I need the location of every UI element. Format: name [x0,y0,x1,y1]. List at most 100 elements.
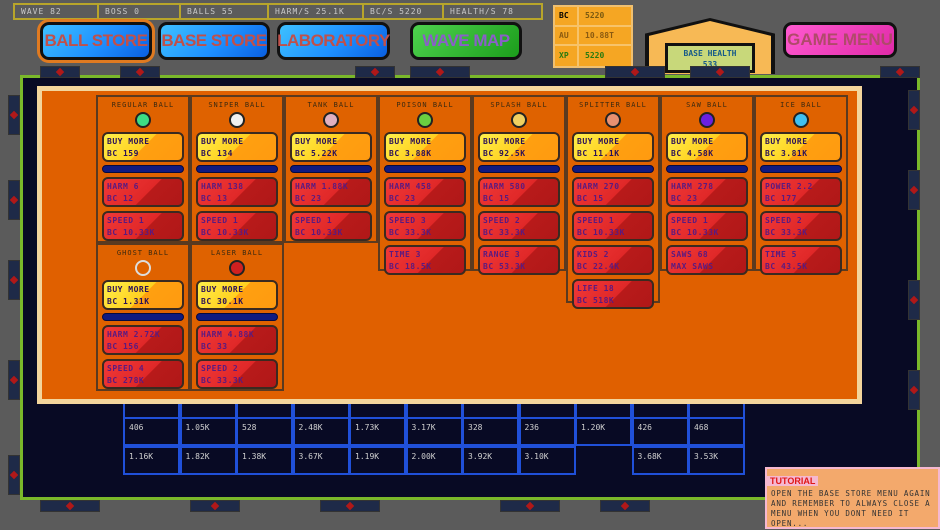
upgrade-button[interactable]: SPEED 2 BC 33.3K [478,211,560,241]
ball-name: LASER BALL [210,249,264,257]
upgrade-button[interactable]: HARM 458 BC 23 [384,177,466,207]
upgrade-button[interactable]: HARM 4.88K BC 33 [196,325,278,355]
upgrade-bar [290,165,372,173]
laboratory-button[interactable]: LABORATORY [277,22,390,60]
upgrade-button[interactable]: SPEED 2 BC 33.3K [760,211,842,241]
upgrade-label: BC 10.33K [107,228,155,237]
buy-more-button[interactable]: BUY MORE BC 3.88K [384,132,466,162]
upgrade-button[interactable]: POWER 2.2 BC 177 [760,177,842,207]
upgrade-button[interactable]: LIFE 18 BC 518K [572,279,654,309]
upgrade-label: SPEED 1 [201,216,239,225]
upgrade-button[interactable]: HARM 580 BC 15 [478,177,560,207]
upgrade-label: HARM 1.88K [295,182,349,191]
upgrade-label: BC 18.5K [389,262,432,271]
upgrade-label: SPEED 1 [577,216,615,225]
upgrade-label: BC 23 [389,194,416,203]
tank-ball-icon [323,112,339,128]
ball-name: GHOST BALL [116,249,170,257]
upgrade-button[interactable]: HARM 1.88K BC 23 [290,177,372,207]
buy-label: BC 30.1K [201,297,244,306]
buy-label: BUY MORE [671,137,714,146]
buy-label: BC 11.1K [577,149,620,158]
buy-more-button[interactable]: BUY MORE BC 159 [102,132,184,162]
buy-label: BUY MORE [107,137,150,146]
ball-card: ICE BALL BUY MORE BC 3.81K POWER 2.2 BC 177 S… [754,95,848,275]
upgrade-button[interactable]: SPEED 1 BC 10.33K [572,211,654,241]
base-house: BASE HEALTH 533 [645,18,775,74]
buy-more-button[interactable]: BUY MORE BC 4.58K [666,132,748,162]
stat-harm: HARM/S 25.1K [269,5,364,18]
splitter-ball-icon [605,112,621,128]
upgrade-button[interactable]: HARM 138 BC 13 [196,177,278,207]
edge-brick [908,370,920,410]
upgrade-label: BC 33.3K [765,228,808,237]
upgrade-button[interactable]: HARM 6 BC 12 [102,177,184,207]
upgrade-button[interactable]: RANGE 3 BC 53.3K [478,245,560,275]
upgrade-label: SAWS 68 [671,250,709,259]
upgrade-label: BC 33.3K [201,376,244,385]
buy-more-button[interactable]: BUY MORE BC 92.5K [478,132,560,162]
buy-more-button[interactable]: BUY MORE BC 30.1K [196,280,278,310]
upgrade-button[interactable]: SPEED 1 BC 10.33K [196,211,278,241]
upgrade-label: SPEED 2 [765,216,803,225]
base-store-button[interactable]: BASE STORE [158,22,270,60]
buy-more-button[interactable]: BUY MORE BC 11.1K [572,132,654,162]
ball-name: SPLITTER BALL [579,101,647,109]
upgrade-button[interactable]: SPEED 2 BC 33.3K [196,359,278,389]
upgrade-button[interactable]: TIME 5 BC 43.5K [760,245,842,275]
ball-card: TANK BALL BUY MORE BC 5.22K HARM 1.88K BC 23… [284,95,378,243]
upgrade-bar [478,165,560,173]
buy-label: BUY MORE [577,137,620,146]
brick-cell: 1.19K [349,446,406,475]
upgrade-button[interactable]: HARM 2.72K BC 156 [102,325,184,355]
upgrade-button[interactable]: HARM 278 BC 23 [666,177,748,207]
upgrade-label: BC 10.33K [201,228,249,237]
brick-cell: 406 [123,417,180,446]
game-menu-button[interactable]: GAME MENU [783,22,897,58]
upgrade-button[interactable]: HARM 270 BC 15 [572,177,654,207]
edge-brick [190,500,240,512]
edge-brick [8,260,20,300]
upgrade-label: TIME 5 [765,250,797,259]
upgrade-button[interactable]: SPEED 1 BC 10.33K [102,211,184,241]
upgrade-button[interactable]: SPEED 1 BC 10.33K [666,211,748,241]
upgrade-button[interactable]: SAWS 68 MAX SAWS [666,245,748,275]
buy-more-button[interactable]: BUY MORE BC 1.31K [102,280,184,310]
resource-label: AU [555,26,579,44]
upgrade-label: BC 43.5K [765,262,808,271]
upgrade-button[interactable]: SPEED 4 BC 278K [102,359,184,389]
brick-cell: 1.05K [179,417,237,446]
upgrade-button[interactable]: SPEED 3 BC 33.3K [384,211,466,241]
upgrade-label: HARM 4.88K [201,330,255,339]
splash-ball-icon [511,112,527,128]
edge-brick [320,500,380,512]
upgrade-label: HARM 138 [201,182,244,191]
edge-brick [880,66,920,78]
brick-cell: 1.82K [179,446,237,475]
edge-brick [500,500,560,512]
wave-map-button[interactable]: WAVE MAP [410,22,522,60]
resource-label: XP [555,46,579,66]
resource-au: AU 10.88T [555,26,631,46]
green-ball-icon [135,112,151,128]
upgrade-button[interactable]: SPEED 1 BC 10.33K [290,211,372,241]
ball-card: LASER BALL BUY MORE BC 30.1K HARM 4.88K BC 3… [190,243,284,391]
buy-more-button[interactable]: BUY MORE BC 3.81K [760,132,842,162]
upgrade-bar [384,165,466,173]
upgrade-button[interactable]: TIME 3 BC 18.5K [384,245,466,275]
upgrade-button[interactable]: KIDS 2 BC 22.4K [572,245,654,275]
upgrade-label: BC 33.3K [483,228,526,237]
buy-more-button[interactable]: BUY MORE BC 5.22K [290,132,372,162]
upgrade-label: KIDS 2 [577,250,609,259]
ball-name: ICE BALL [780,101,822,109]
base-health-label: BASE HEALTH [683,49,737,58]
buy-more-button[interactable]: BUY MORE BC 134 [196,132,278,162]
upgrade-bar [102,313,184,321]
stats-bar: WAVE 82 BOSS 0 BALLS 55 HARM/S 25.1K BC/… [13,3,543,20]
brick-cell: 1.16K [123,446,180,475]
tutorial-text: OPEN THE BASE STORE MENU AGAIN AND REMEM… [771,489,931,528]
brick-cell: 2.00K [405,446,463,475]
ball-store-button[interactable]: BALL STORE [37,19,155,63]
upgrade-label: BC 10.33K [577,228,625,237]
upgrade-label: SPEED 2 [201,364,239,373]
